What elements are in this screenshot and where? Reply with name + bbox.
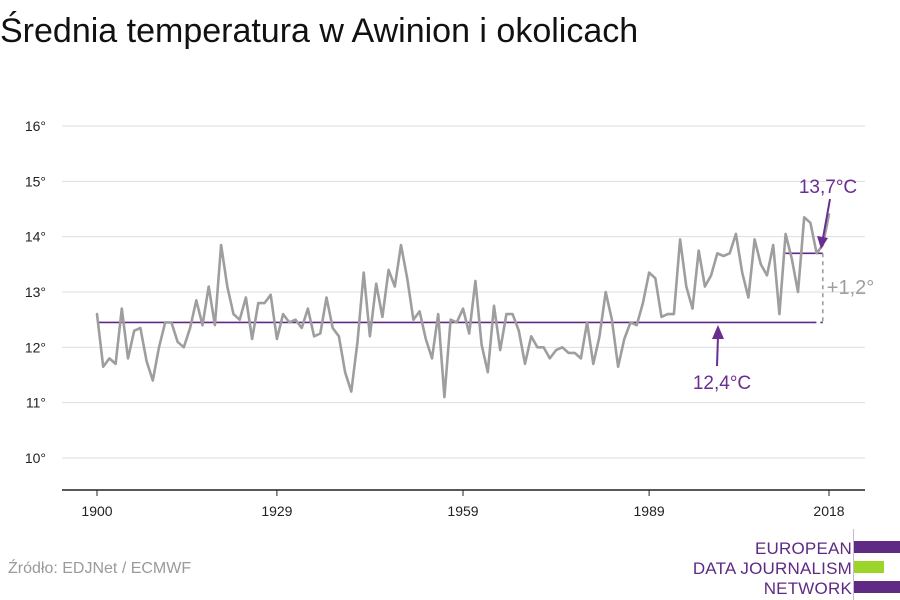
y-tick-label: 16° <box>25 118 46 134</box>
annotation-layer: +1,2° 13,7°C 12,4°C <box>693 177 874 394</box>
recent-mean-label: 13,7°C <box>799 177 857 198</box>
y-tick-label: 15° <box>25 173 46 189</box>
logo-divider <box>853 529 854 600</box>
baseline-mean-arrow-head <box>712 325 724 339</box>
logo-bar-purple-bottom <box>854 581 900 593</box>
baseline-mean-label: 12,4°C <box>693 373 751 394</box>
logo-bar-purple-top <box>854 541 900 553</box>
logo-bar-green <box>854 561 884 573</box>
x-tick-label: 1929 <box>261 503 292 519</box>
difference-label: +1,2° <box>827 277 874 299</box>
logo-line-network: NETWORK <box>763 579 852 598</box>
recent-mean-arrow-shaft <box>822 198 831 239</box>
y-tick-label: 12° <box>25 339 46 355</box>
logo-line-european: EUROPEAN <box>754 539 852 558</box>
chart-title: Średnia temperatura w Awinion i okolicac… <box>0 12 639 50</box>
logo-line-data-journalism: DATA JOURNALISM <box>692 559 852 578</box>
source-note: Źródło: EDJNet / ECMWF <box>8 560 192 577</box>
series-layer <box>95 213 831 399</box>
x-tick-label: 1900 <box>81 503 112 519</box>
axis-layer: 10° 11° 12° 13° 14° 15° 16° 1900 1929 1959 1989 201… <box>25 118 865 519</box>
edjnet-logo: EUROPEAN DATA JOURNALISM NETWORK <box>600 529 900 600</box>
y-tick-label: 10° <box>25 450 46 466</box>
temperature-series-line <box>95 213 831 399</box>
x-tick-label: 1959 <box>447 503 478 519</box>
y-tick-label: 11° <box>26 395 46 411</box>
y-tick-label: 13° <box>25 284 46 300</box>
x-tick-label: 1989 <box>634 503 665 519</box>
recent-mean-arrow-head <box>817 236 828 249</box>
baseline-mean-arrow-shaft <box>716 335 719 367</box>
x-tick-label: 2018 <box>813 503 844 519</box>
y-tick-label: 14° <box>25 229 46 245</box>
grid-layer <box>62 125 865 459</box>
